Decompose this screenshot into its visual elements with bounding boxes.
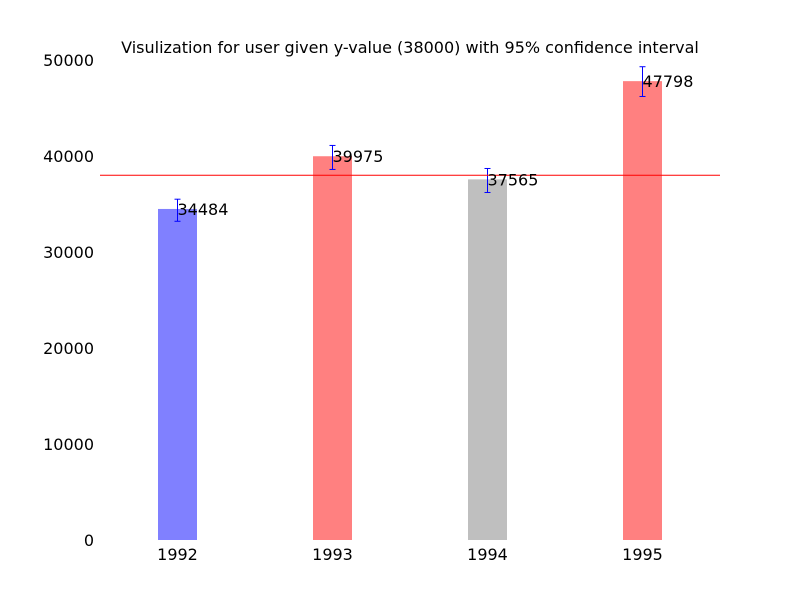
x-axis: 1992 1993 1994 1995 [157,545,663,564]
error-bar-1994 [484,167,491,193]
x-tick-label: 1992 [157,545,198,564]
error-bar-1995 [639,66,646,97]
x-tick-label: 1993 [312,545,353,564]
value-labels: 34484 39975 37565 47798 [178,72,694,219]
chart-title: Visulization for user given y-value (380… [121,38,699,57]
value-label-1992: 34484 [178,200,229,219]
value-label-1995: 47798 [643,72,694,91]
bar-1995 [623,81,662,541]
bar-1993 [313,156,352,541]
value-label-1994: 37565 [488,170,539,189]
bar-1994 [468,179,507,540]
error-bars [174,66,646,222]
x-tick-label: 1995 [622,545,663,564]
error-bar-1992 [174,198,181,222]
bars [158,81,662,541]
y-tick-label: 30000 [43,243,94,262]
y-tick-label: 0 [84,531,94,550]
error-bar-1993 [329,144,336,170]
y-tick-label: 50000 [43,51,94,70]
y-tick-label: 10000 [43,435,94,454]
y-tick-label: 20000 [43,339,94,358]
bar-1992 [158,208,197,540]
x-tick-label: 1994 [467,545,508,564]
y-axis: 0 10000 20000 30000 40000 50000 [43,51,94,550]
y-tick-label: 40000 [43,147,94,166]
value-label-1993: 39975 [333,147,384,166]
